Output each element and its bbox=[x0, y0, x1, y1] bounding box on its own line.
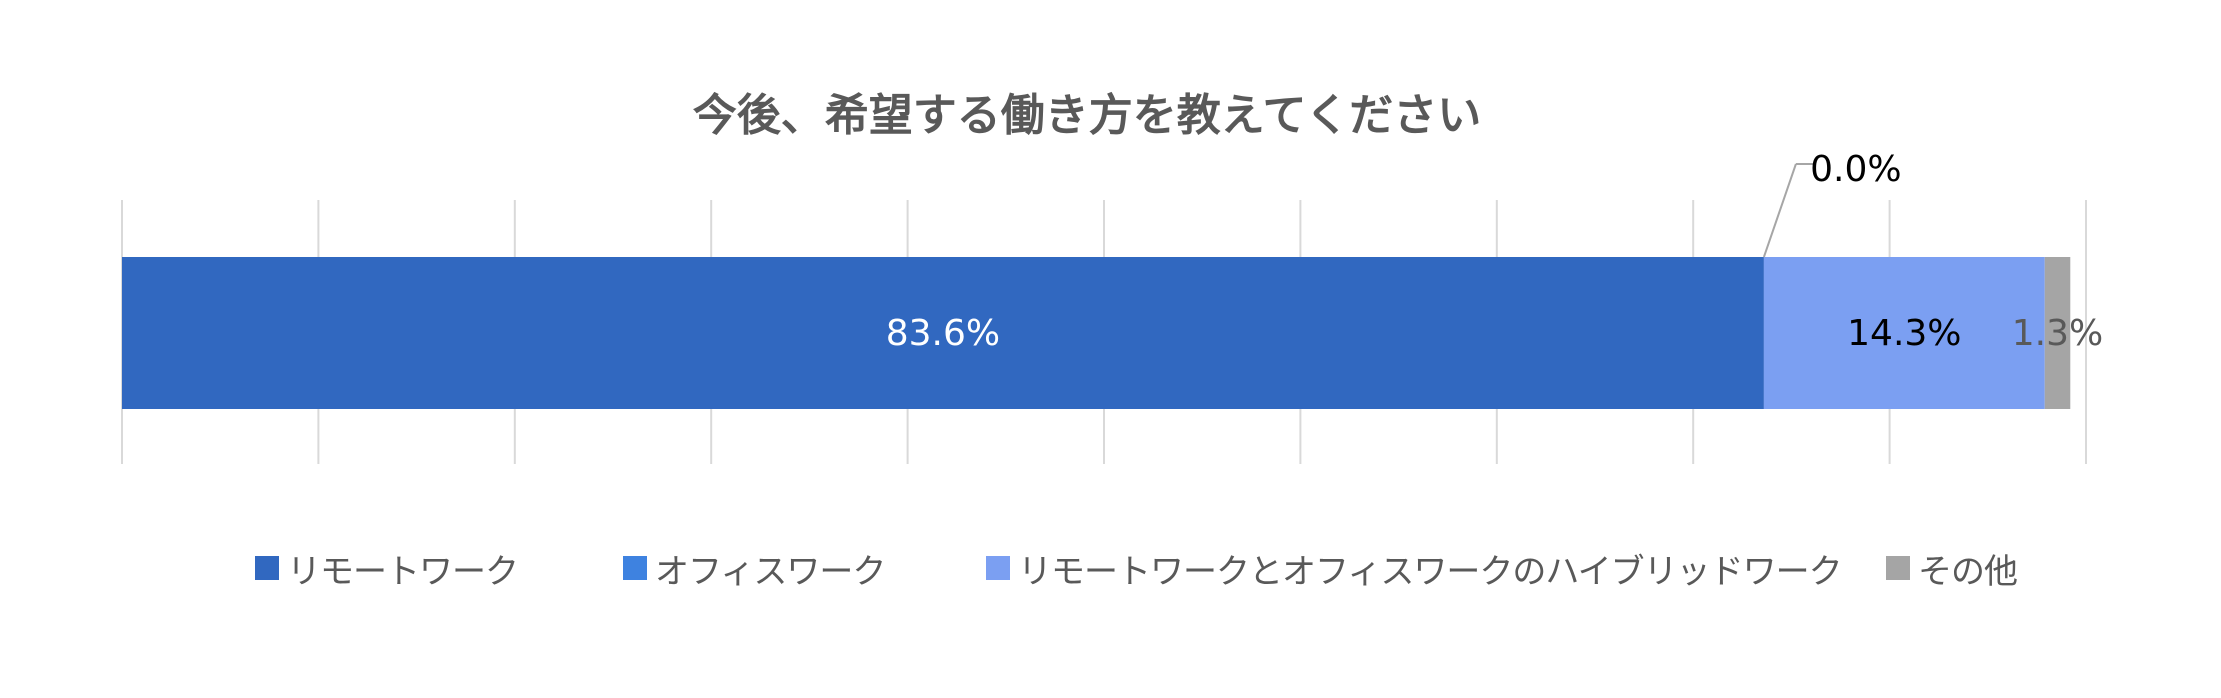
bar-segment bbox=[2044, 257, 2071, 409]
legend-swatch bbox=[986, 556, 1010, 580]
legend-label: オフィスワーク bbox=[655, 551, 886, 592]
legend-item: リモートワーク bbox=[255, 538, 519, 598]
data-label: 0.0% bbox=[1810, 149, 1901, 190]
legend-label: リモートワークとオフィスワークのハイブリッドワーク bbox=[1018, 551, 1843, 592]
data-label: 1.3% bbox=[2012, 313, 2103, 354]
bar-segment bbox=[1763, 257, 2045, 409]
legend-item: オフィスワーク bbox=[623, 538, 886, 598]
chart-title: 今後、希望する働き方を教えてください bbox=[693, 90, 1481, 141]
legend-swatch bbox=[1886, 556, 1910, 580]
legend-label: リモートワーク bbox=[287, 551, 519, 592]
data-label: 14.3% bbox=[1847, 313, 1961, 354]
leader-line bbox=[1762, 163, 1797, 258]
legend-item: リモートワークとオフィスワークのハイブリッドワーク bbox=[986, 538, 1843, 598]
legend-swatch bbox=[623, 556, 647, 580]
legend: リモートワーク オフィスワーク リモートワークとオフィスワークのハイブリッドワーク そ… bbox=[0, 538, 2221, 598]
bars bbox=[122, 257, 2071, 409]
legend-label: その他 bbox=[1918, 551, 2018, 592]
legend-swatch bbox=[255, 556, 279, 580]
legend-item: その他 bbox=[1886, 538, 2018, 598]
bar-segment bbox=[122, 257, 1764, 409]
data-labels: 83.6% 0.0% 14.3% 1.3% bbox=[886, 149, 2103, 354]
data-label: 83.6% bbox=[886, 313, 1000, 354]
